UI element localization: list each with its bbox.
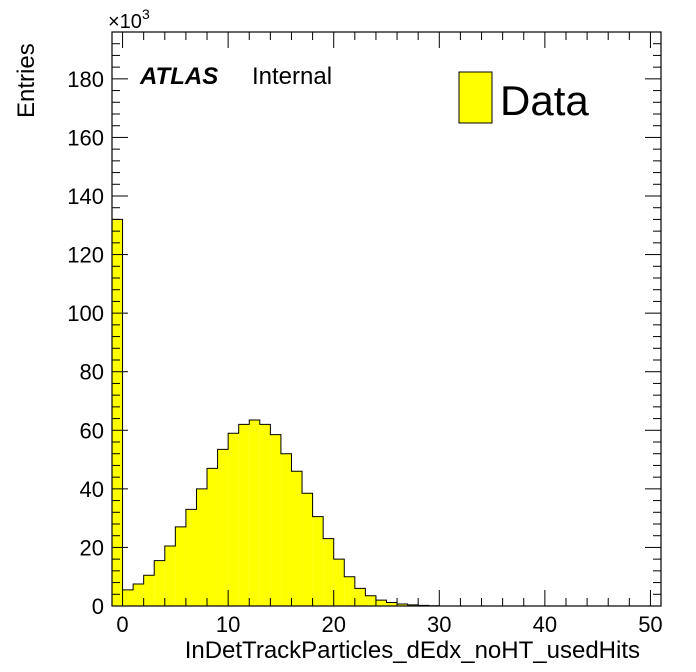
- histogram-bin: [196, 489, 207, 606]
- histogram-bin: [144, 575, 155, 606]
- histogram-bin: [207, 468, 218, 606]
- experiment-label: ATLAS: [139, 63, 218, 90]
- histogram-bin: [154, 561, 165, 606]
- y-tick-label: 0: [92, 594, 104, 619]
- y-tick-label: 160: [67, 125, 104, 150]
- histogram-bin: [123, 590, 134, 606]
- histogram-bin: [355, 588, 366, 606]
- y-axis-title: Entries: [13, 43, 40, 118]
- histogram-bin: [175, 527, 186, 606]
- histogram-bin: [281, 454, 292, 606]
- histogram-bin: [323, 539, 334, 606]
- histogram-bin: [365, 596, 376, 606]
- histogram-bin: [291, 471, 302, 606]
- x-tick-label: 20: [321, 612, 345, 637]
- y-tick-label: 140: [67, 184, 104, 209]
- y-tick-label: 40: [80, 477, 104, 502]
- legend-swatch: [459, 72, 492, 123]
- x-tick-label: 40: [533, 612, 557, 637]
- y-tick-label: 20: [80, 535, 104, 560]
- histogram-bin: [186, 509, 197, 606]
- histogram-bin: [249, 420, 260, 606]
- histogram-bin: [376, 600, 387, 606]
- histogram-bin: [112, 219, 123, 606]
- histogram-bin: [302, 493, 313, 606]
- histogram-bin: [334, 559, 345, 606]
- x-axis-title: InDetTrackParticles_dEdx_noHT_usedHits: [185, 637, 640, 664]
- status-label: Internal: [252, 63, 332, 90]
- y-tick-label: 60: [80, 418, 104, 443]
- y-tick-label: 80: [80, 360, 104, 385]
- histogram-bin: [165, 546, 176, 606]
- histogram-bin: [218, 449, 229, 606]
- y-tick-label: 180: [67, 67, 104, 92]
- histogram-bin: [133, 584, 144, 606]
- histogram-bin: [239, 424, 250, 606]
- histogram-bin: [344, 577, 355, 606]
- x-tick-label: 10: [216, 612, 240, 637]
- x-tick-label: 30: [427, 612, 451, 637]
- x-tick-label: 50: [638, 612, 662, 637]
- histogram-bin: [313, 517, 324, 606]
- legend-label: Data: [500, 77, 589, 124]
- y-tick-label: 120: [67, 243, 104, 268]
- x-tick-label: 0: [116, 612, 128, 637]
- y-tick-label: 100: [67, 301, 104, 326]
- histogram-bin: [270, 435, 281, 606]
- histogram-bin: [228, 433, 239, 606]
- histogram-bin: [260, 424, 271, 606]
